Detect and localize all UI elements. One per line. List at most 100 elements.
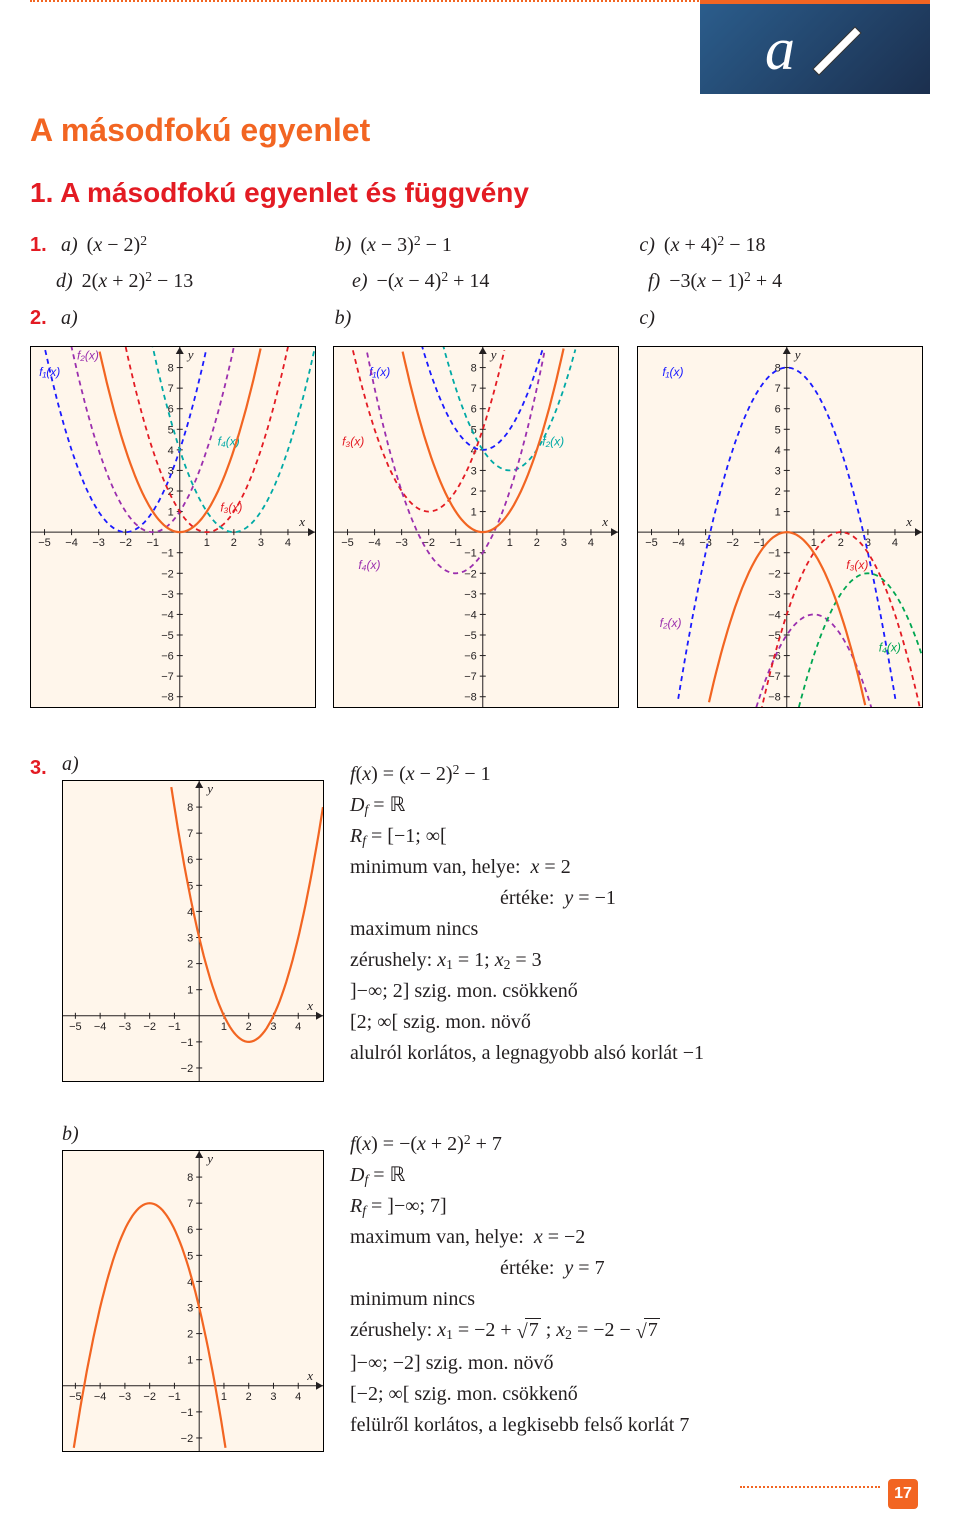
footer-dotted-rule xyxy=(740,1486,880,1488)
svg-text:f₂(x): f₂(x) xyxy=(543,435,565,449)
svg-text:1: 1 xyxy=(168,507,174,519)
svg-text:−1: −1 xyxy=(146,537,159,549)
svg-text:−2: −2 xyxy=(143,1391,156,1403)
svg-text:1: 1 xyxy=(221,1391,227,1403)
svg-text:−5: −5 xyxy=(69,1021,82,1033)
svg-text:2: 2 xyxy=(246,1391,252,1403)
svg-text:1: 1 xyxy=(507,537,513,549)
svg-text:−5: −5 xyxy=(69,1391,82,1403)
svg-text:3: 3 xyxy=(774,465,780,477)
svg-text:4: 4 xyxy=(295,1021,301,1033)
svg-text:4: 4 xyxy=(168,445,174,457)
svg-text:y: y xyxy=(205,781,213,796)
svg-text:−4: −4 xyxy=(369,537,382,549)
svg-text:x: x xyxy=(306,1368,313,1383)
p1f-label: f) xyxy=(648,270,660,292)
svg-text:4: 4 xyxy=(285,537,291,549)
svg-text:f₁(x): f₁(x) xyxy=(662,365,683,379)
svg-text:f₃(x): f₃(x) xyxy=(220,501,242,515)
svg-text:3: 3 xyxy=(187,1303,193,1315)
p2-label-row: 2. a) b) c) xyxy=(30,307,930,330)
svg-text:7: 7 xyxy=(168,383,174,395)
svg-text:3: 3 xyxy=(561,537,567,549)
problem-1-row-1: 1. a) (x − 2)2 b) (x − 3)2 − 1 c) (x + 4… xyxy=(30,233,930,257)
svg-text:x: x xyxy=(298,514,305,529)
chart-3b: −5−4−3−2−11234−2−112345678xy xyxy=(62,1150,324,1452)
svg-text:f₃(x): f₃(x) xyxy=(342,435,364,449)
svg-text:6: 6 xyxy=(774,404,780,416)
svg-text:3: 3 xyxy=(864,537,870,549)
svg-text:y: y xyxy=(792,347,800,362)
p2a-label: a) xyxy=(61,307,78,329)
svg-text:−4: −4 xyxy=(161,609,174,621)
problem-3b: b) −5−4−3−2−11234−2−112345678xy f(x) = −… xyxy=(62,1123,930,1457)
svg-text:f₂(x): f₂(x) xyxy=(659,616,681,630)
svg-text:−2: −2 xyxy=(119,537,132,549)
svg-text:−2: −2 xyxy=(143,1021,156,1033)
svg-text:−1: −1 xyxy=(168,1391,181,1403)
svg-text:3: 3 xyxy=(258,537,264,549)
p1b-expr: (x − 3)2 − 1 xyxy=(360,234,452,256)
p2c-label: c) xyxy=(639,307,655,329)
svg-text:−1: −1 xyxy=(168,1021,181,1033)
svg-text:y: y xyxy=(205,1151,213,1166)
chart-2b: −5−4−3−2−1123412345678−1−2−3−4−5−6−7−8xy… xyxy=(333,346,619,708)
svg-text:1: 1 xyxy=(221,1021,227,1033)
svg-text:−5: −5 xyxy=(38,537,51,549)
svg-text:−1: −1 xyxy=(181,1037,194,1049)
svg-text:f₂(x): f₂(x) xyxy=(77,348,99,362)
svg-text:2: 2 xyxy=(187,959,193,971)
svg-text:2: 2 xyxy=(471,486,477,498)
p1b-label: b) xyxy=(335,234,352,256)
svg-text:5: 5 xyxy=(187,1250,193,1262)
chart-2c: −5−4−3−2−1123412345678−1−2−3−4−5−6−7−8xy… xyxy=(637,346,923,708)
svg-text:6: 6 xyxy=(187,1224,193,1236)
svg-text:−5: −5 xyxy=(161,630,174,642)
svg-text:f₄(x): f₄(x) xyxy=(359,558,381,572)
svg-text:−3: −3 xyxy=(119,1391,132,1403)
svg-text:−4: −4 xyxy=(672,537,685,549)
svg-text:x: x xyxy=(306,998,313,1013)
svg-text:−1: −1 xyxy=(465,548,478,560)
p3a-desc: f(x) = (x − 2)2 − 1 Df = ℝ Rf = [−1; ∞[ … xyxy=(350,753,704,1087)
svg-text:−3: −3 xyxy=(161,589,174,601)
svg-text:−2: −2 xyxy=(423,537,436,549)
page: a A másodfokú egyenlet 1. A másodfokú eg… xyxy=(0,0,960,1523)
svg-text:−8: −8 xyxy=(465,692,478,704)
p1c-expr: (x + 4)2 − 18 xyxy=(664,234,766,256)
svg-text:−2: −2 xyxy=(161,568,174,580)
svg-text:−4: −4 xyxy=(65,537,78,549)
p1a-label: a) xyxy=(61,234,78,256)
chart-3a: −5−4−3−2−11234−2−112345678xy xyxy=(62,780,324,1082)
svg-text:−2: −2 xyxy=(181,1063,194,1075)
svg-text:3: 3 xyxy=(187,933,193,945)
svg-text:1: 1 xyxy=(204,537,210,549)
svg-text:6: 6 xyxy=(471,404,477,416)
svg-text:4: 4 xyxy=(774,445,780,457)
svg-text:−7: −7 xyxy=(161,671,174,683)
p1a-expr: (x − 2)2 xyxy=(87,234,147,256)
svg-text:−5: −5 xyxy=(465,630,478,642)
svg-text:−8: −8 xyxy=(161,692,174,704)
svg-text:−3: −3 xyxy=(699,537,712,549)
svg-text:2: 2 xyxy=(246,1021,252,1033)
svg-text:f₄(x): f₄(x) xyxy=(878,640,900,654)
page-title: A másodfokú egyenlet xyxy=(30,112,930,149)
svg-text:−3: −3 xyxy=(119,1021,132,1033)
svg-text:1: 1 xyxy=(774,507,780,519)
p1e-expr: −(x − 4)2 + 14 xyxy=(377,270,490,292)
svg-text:−3: −3 xyxy=(768,589,781,601)
svg-text:4: 4 xyxy=(295,1391,301,1403)
svg-text:−2: −2 xyxy=(726,537,739,549)
svg-text:8: 8 xyxy=(774,363,780,375)
section-heading: 1. A másodfokú egyenlet és függvény xyxy=(30,177,930,209)
svg-text:−1: −1 xyxy=(181,1407,194,1419)
svg-text:−5: −5 xyxy=(342,537,355,549)
svg-text:8: 8 xyxy=(168,363,174,375)
problem-3a: 3. a) −5−4−3−2−11234−2−112345678xy f(x) … xyxy=(62,753,930,1087)
svg-text:7: 7 xyxy=(774,383,780,395)
chart-2a: −5−4−3−2−1123412345678−1−2−3−4−5−6−7−8xy… xyxy=(30,346,316,708)
banner-letter: a xyxy=(765,15,795,84)
svg-text:−7: −7 xyxy=(465,671,478,683)
svg-text:1: 1 xyxy=(471,507,477,519)
